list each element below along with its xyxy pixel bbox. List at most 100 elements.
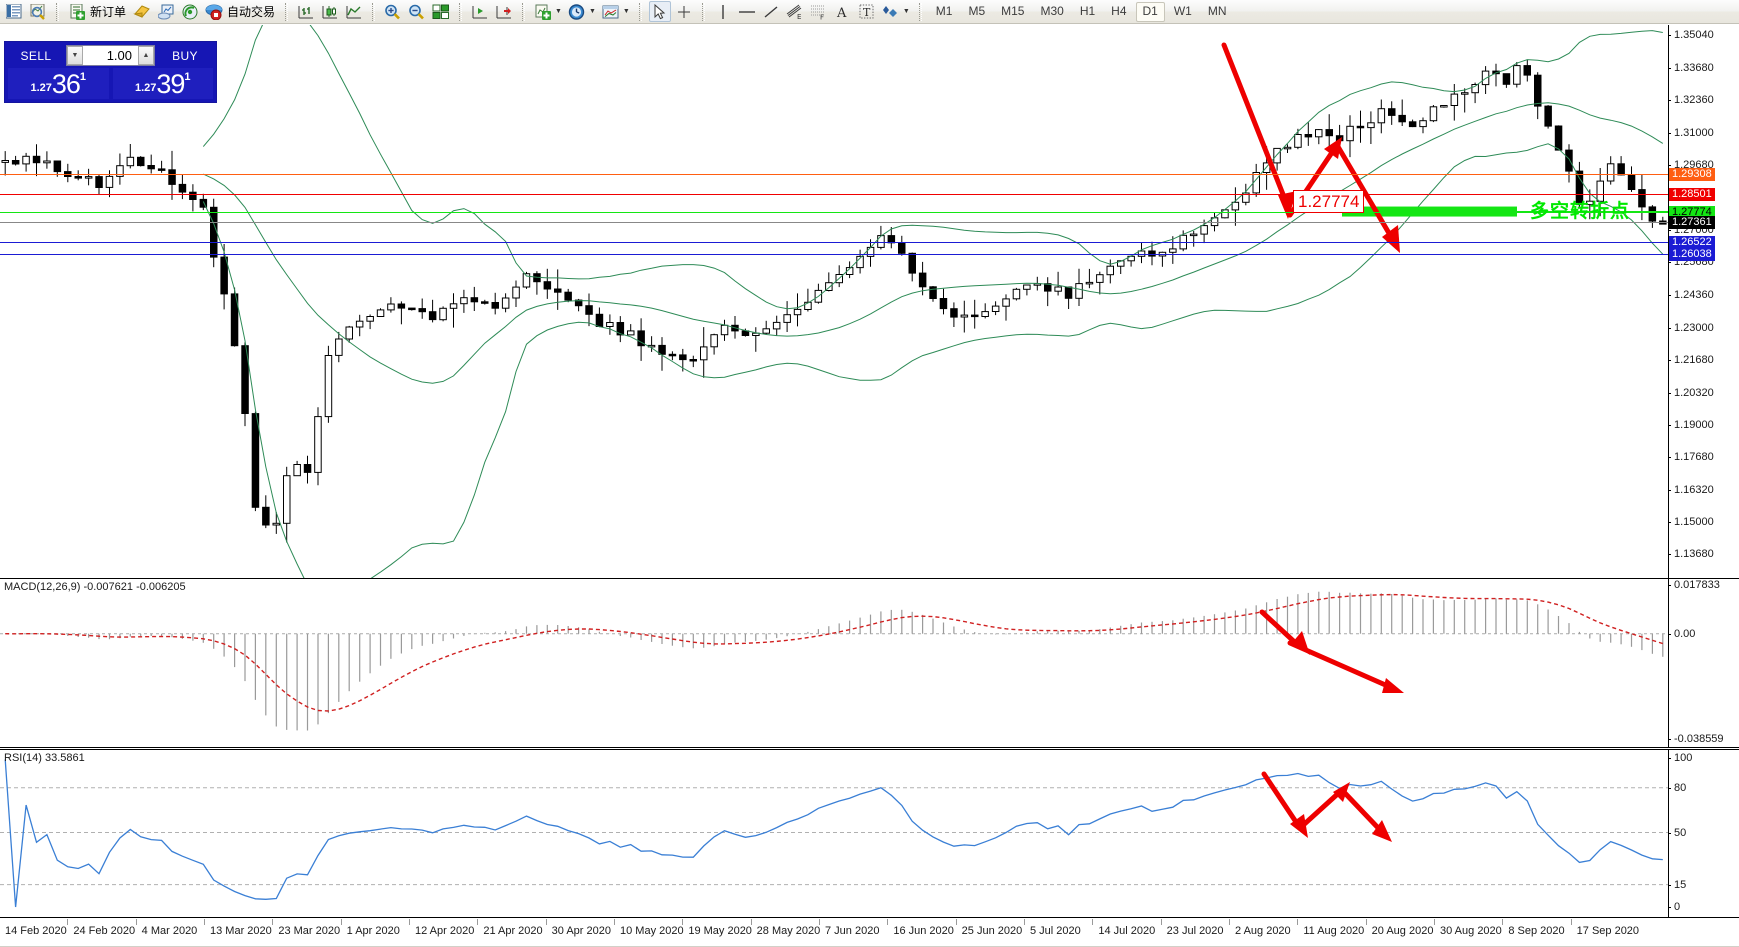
tile-windows-icon[interactable] — [430, 1, 452, 22]
date-label: 13 Mar 2020 — [210, 925, 272, 937]
date-label: 5 Jul 2020 — [1030, 925, 1081, 937]
price-level-line[interactable] — [0, 253, 1668, 255]
indicators-icon[interactable] — [532, 1, 554, 22]
date-tick-mark — [272, 919, 274, 925]
zoom-out-icon[interactable] — [406, 1, 428, 22]
price-level-line[interactable] — [0, 211, 1668, 213]
timeframe-m30[interactable]: M30 — [1040, 3, 1064, 18]
data-window-icon[interactable] — [27, 1, 49, 22]
market-watch-icon[interactable] — [3, 1, 25, 22]
price-tag: 1.26038 — [1669, 247, 1715, 261]
date-label: 14 Feb 2020 — [5, 925, 67, 937]
fibonacci-retracement-icon[interactable]: F — [808, 1, 830, 22]
line-chart-icon[interactable] — [343, 1, 365, 22]
macd-plot[interactable] — [0, 579, 1668, 747]
chevron-down-icon[interactable]: ▼ — [902, 8, 910, 15]
strategy-tester-icon[interactable] — [155, 1, 177, 22]
timeframe-d1[interactable]: D1 — [1135, 1, 1165, 22]
down-trend-arrow-1 — [1221, 42, 1297, 219]
auto-trading-label[interactable]: 自动交易 — [227, 5, 276, 19]
periods-clock-icon[interactable] — [566, 1, 588, 22]
horizontal-line-icon[interactable] — [736, 1, 758, 22]
price-plot[interactable] — [0, 25, 1668, 578]
bollinger-upper-band — [202, 25, 1663, 310]
rsi-tick: 50 — [1667, 827, 1686, 839]
crosshair-icon[interactable] — [673, 1, 695, 22]
volume-increase-icon[interactable]: ▲ — [138, 46, 154, 65]
timeframe-m1[interactable]: M1 — [935, 3, 953, 18]
text-label-icon[interactable]: T — [856, 1, 878, 22]
chart-shift-icon[interactable] — [493, 1, 515, 22]
date-label: 1 Apr 2020 — [346, 925, 400, 937]
sell-price-main: 36 — [51, 69, 81, 99]
date-tick-mark — [1570, 919, 1572, 925]
date-label: 19 May 2020 — [688, 925, 752, 937]
toolbar-separator — [701, 2, 705, 21]
equidistant-channel-icon[interactable]: E — [784, 1, 806, 22]
signals-icon[interactable] — [179, 1, 201, 22]
toolbar-group-view — [0, 1, 52, 23]
chevron-down-icon[interactable]: ▼ — [555, 8, 562, 15]
auto-trading-icon[interactable] — [203, 1, 225, 22]
buy-price-prefix: 1.27 — [134, 82, 157, 94]
volume-value[interactable]: 1.00 — [106, 48, 132, 63]
new-order-icon[interactable] — [66, 1, 88, 22]
timeframe-h4[interactable]: H4 — [1111, 3, 1127, 18]
timeframe-w1[interactable]: W1 — [1173, 3, 1192, 18]
rsi-plot[interactable] — [0, 750, 1668, 917]
templates-icon[interactable] — [600, 1, 622, 22]
date-tick-mark — [1434, 919, 1435, 925]
text-tool-icon[interactable]: A — [832, 1, 854, 22]
chart-note-text: 多空转折点 — [1530, 200, 1631, 222]
price-level-line[interactable] — [0, 193, 1668, 195]
price-level-line[interactable] — [0, 221, 1668, 223]
sell-price-prefix: 1.27 — [30, 82, 52, 94]
date-label: 16 Jun 2020 — [893, 925, 954, 937]
level-label-box[interactable]: 1.27774 — [1293, 190, 1365, 213]
buy-price-main: 39 — [156, 69, 185, 99]
price-tick: 1.19000 — [1668, 419, 1714, 431]
sell-price[interactable]: 1.27 36 1 — [8, 68, 109, 99]
rsi-tick: 0 — [1667, 902, 1680, 913]
buy-price[interactable]: 1.27 39 1 — [112, 68, 213, 99]
price-tick: 1.25680 — [1668, 257, 1714, 268]
cursor-arrow-icon[interactable] — [648, 1, 671, 22]
svg-text:F: F — [820, 14, 824, 21]
toolbar-group-chart-type — [292, 1, 368, 23]
date-label: 14 Jul 2020 — [1098, 925, 1156, 937]
timeframe-mn[interactable]: MN — [1207, 3, 1227, 18]
date-axis[interactable]: 14 Feb 2020 24 Feb 2020 4 Mar 2020 13 Mar 2… — [0, 919, 1739, 947]
date-label: 12 Apr 2020 — [415, 925, 475, 937]
price-tick: 1.15000 — [1668, 516, 1714, 528]
price-level-line[interactable] — [0, 241, 1668, 243]
price-axis-labels[interactable]: 1.350401.336801.323601.310001.296801.283… — [1668, 25, 1739, 578]
auto-scroll-icon[interactable] — [469, 1, 491, 22]
trendline-icon[interactable] — [760, 1, 782, 22]
chevron-down-icon[interactable]: ▼ — [622, 8, 630, 15]
date-tick-mark — [682, 919, 684, 925]
vertical-line-icon[interactable] — [712, 1, 734, 22]
date-tick-mark — [477, 919, 479, 925]
timeframe-m15[interactable]: M15 — [1001, 3, 1025, 18]
toolbar-separator — [372, 2, 376, 21]
bar-chart-icon[interactable] — [295, 1, 317, 22]
price-tag: 1.27361 — [1669, 215, 1715, 229]
metaeditor-icon[interactable] — [131, 1, 153, 22]
rsi-axis-labels[interactable]: 100 80 50 15 0 — [1667, 750, 1739, 917]
price-pane: 1.350401.336801.323601.310001.296801.283… — [0, 25, 1739, 578]
new-order-label[interactable]: 新订单 — [90, 5, 127, 19]
candlestick-chart-icon[interactable] — [319, 1, 341, 22]
buy-button[interactable]: BUY — [157, 45, 213, 66]
chevron-down-icon[interactable]: ▼ — [588, 8, 596, 15]
zoom-in-icon[interactable] — [382, 1, 404, 22]
volume-stepper[interactable]: ▼ 1.00 ▲ — [66, 45, 155, 66]
shapes-icon[interactable] — [880, 1, 902, 22]
date-tick-mark — [1297, 919, 1299, 925]
macd-axis-labels[interactable]: 0.017833 0.00 -0.038559 — [1667, 579, 1739, 747]
price-level-line[interactable] — [0, 174, 1668, 176]
sell-button[interactable]: SELL — [8, 45, 64, 66]
timeframe-m5[interactable]: M5 — [968, 3, 986, 18]
timeframe-h1[interactable]: H1 — [1079, 3, 1096, 18]
volume-decrease-icon[interactable]: ▼ — [67, 46, 83, 65]
